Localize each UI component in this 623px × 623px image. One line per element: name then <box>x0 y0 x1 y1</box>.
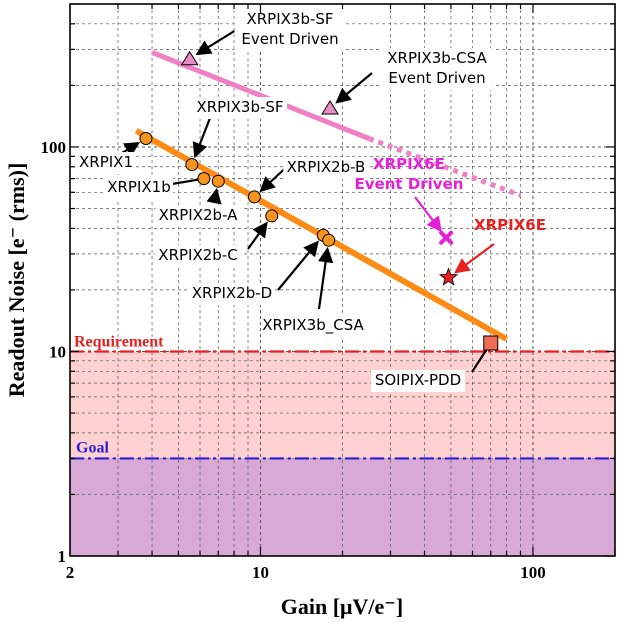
axis-ticks: 2 10 100 1 10 100 <box>41 3 616 582</box>
annotation-pointer <box>192 112 214 159</box>
data-point <box>438 267 459 286</box>
threshold-labels: Requirement Goal <box>74 333 164 456</box>
annotation-pointer <box>247 221 268 250</box>
annotation-box <box>283 157 369 179</box>
plot-frame <box>69 3 616 557</box>
y-tick-label: 100 <box>41 138 67 157</box>
annotation-label: XRPIX3b-SF <box>196 98 283 116</box>
goal-label: Goal <box>76 439 109 456</box>
annotation-pointer <box>414 196 442 233</box>
annotation-label: XRPIX3b_CSA <box>262 316 364 335</box>
annotation-box <box>155 205 241 227</box>
annotation-pointer <box>454 243 495 274</box>
data-point <box>321 100 339 115</box>
y-axis-label: Readout Noise [e⁻ (rms)] <box>4 163 29 398</box>
annotation-pointer <box>171 178 201 186</box>
y-tick-label: 10 <box>49 342 66 361</box>
annotation-box <box>381 48 493 90</box>
data-point <box>247 190 261 204</box>
requirement-label: Requirement <box>74 333 164 350</box>
annotation-box <box>76 152 136 174</box>
annotation-box <box>371 370 465 392</box>
annotation-pointer <box>471 345 490 373</box>
annotation-label: XRPIX3b-SF <box>246 10 333 28</box>
annotation-label: XRPIX6E <box>373 155 445 173</box>
annotation-label: XRPIX6E <box>474 216 546 234</box>
annotation-box <box>234 9 346 51</box>
annotation-label: XRPIX3b-CSA <box>387 49 487 67</box>
annotation-box <box>104 177 174 199</box>
annotation-label: SOIPIX-PDD <box>375 371 461 389</box>
annotation-box <box>261 315 365 337</box>
grid-lines <box>70 4 615 556</box>
annotation-label: XRPIX2b-D <box>192 284 272 302</box>
x-tick-label: 10 <box>252 563 269 582</box>
annotation-pointer <box>195 29 237 56</box>
annotation-label: Event Driven <box>388 69 485 87</box>
data-point <box>185 158 199 172</box>
x-tick-label: 2 <box>66 563 75 582</box>
annotation-box <box>189 283 275 305</box>
data-point <box>322 233 336 247</box>
annotation-label: XRPIX2b-B <box>287 158 366 176</box>
annotation-pointer <box>206 187 222 205</box>
data-point <box>265 209 279 223</box>
annotation-label: XRPIX2b-C <box>158 246 237 264</box>
annotation-label: Event Driven <box>355 175 464 193</box>
data-point <box>197 172 211 186</box>
threshold-lines <box>70 350 615 460</box>
annotation-label: XRPIX1 <box>79 153 133 171</box>
data-point <box>483 335 499 351</box>
annotation-labels: XRPIX3b-SF Event Driven XRPIX3b-CSA Event D… <box>76 9 546 392</box>
annotation-box <box>193 97 287 119</box>
data-points <box>139 50 499 351</box>
y-tick-label: 1 <box>58 547 67 566</box>
annotation-label: XRPIX2b-A <box>159 206 239 224</box>
x-axis-label: Gain [μV/e⁻] <box>281 594 403 619</box>
data-point <box>180 50 199 66</box>
annotation-pointer <box>277 240 319 291</box>
event-driven-trend-line <box>151 50 370 141</box>
annotation-pointer <box>335 72 373 104</box>
annotation-box <box>155 245 241 267</box>
annotation-label: Event Driven <box>241 30 338 48</box>
annotation-pointer <box>317 246 334 310</box>
data-point <box>139 131 153 145</box>
annotation-label: XRPIX1b <box>107 178 171 196</box>
data-point <box>439 230 454 245</box>
x-tick-label: 100 <box>520 563 546 582</box>
event-driven-trend-extrapolation <box>368 136 522 198</box>
data-point <box>211 174 225 188</box>
